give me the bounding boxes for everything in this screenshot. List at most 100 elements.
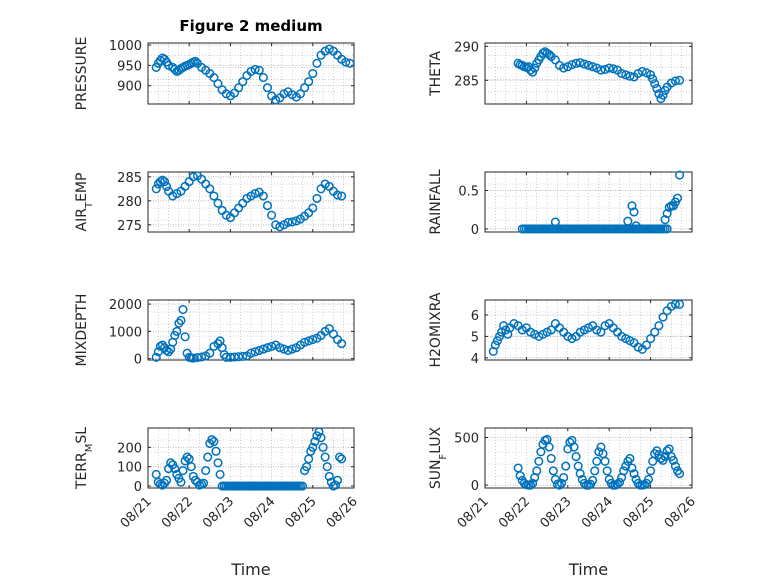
y-tick-label: 100 — [117, 461, 142, 476]
x-axis-label: Time — [230, 560, 270, 579]
data-point — [662, 208, 672, 219]
y-tick-label: 0 — [471, 479, 479, 494]
data-point — [550, 217, 560, 227]
data-point — [197, 352, 207, 362]
x-tick-label: 08/22 — [159, 494, 196, 531]
data-point — [538, 48, 548, 58]
data-point — [619, 466, 629, 476]
data-point — [178, 304, 188, 315]
data-point — [588, 62, 598, 72]
data-point — [258, 344, 268, 354]
x-tick-label: 08/22 — [496, 494, 533, 531]
subplot-5: 0 1000 2000 MIXDEPTH — [74, 294, 355, 368]
data-point — [335, 452, 345, 462]
x-tick-label: 08/26 — [324, 494, 361, 531]
y-tick-label: 200 — [117, 441, 142, 456]
data-point — [546, 453, 556, 464]
data-point — [250, 347, 260, 357]
data-point — [675, 299, 685, 309]
data-point — [670, 461, 680, 471]
data-point — [579, 59, 589, 69]
data-point — [209, 436, 219, 447]
data-point — [297, 481, 308, 491]
x-tick-label: 08/23 — [538, 494, 575, 531]
data-point — [258, 191, 268, 201]
data-point — [182, 452, 192, 462]
data-point — [675, 75, 685, 85]
data-point — [176, 315, 186, 326]
data-point — [625, 71, 635, 81]
subplot-4: 0 0.5 RAINFALL — [428, 169, 693, 238]
data-point — [602, 466, 612, 476]
data-point — [330, 480, 341, 490]
data-point — [528, 478, 538, 488]
data-point — [557, 478, 567, 488]
data-point — [188, 172, 198, 182]
data-point — [254, 345, 264, 356]
data-point — [308, 442, 318, 452]
data-point — [617, 68, 627, 79]
data-point — [201, 466, 211, 476]
y-axis-label: H2OMIXRA — [428, 292, 444, 367]
data-point — [203, 452, 213, 462]
data-point — [238, 77, 248, 87]
y-axis-label: TERRMSL — [74, 427, 95, 490]
data-point — [155, 341, 165, 351]
data-point — [656, 453, 666, 464]
data-point — [258, 73, 268, 83]
data-point — [660, 452, 670, 462]
data-point — [670, 299, 680, 309]
data-point — [153, 347, 163, 357]
data-point — [337, 339, 347, 349]
data-point — [662, 446, 672, 456]
subplot-6: 4 5 6 H2OMIXRA — [428, 292, 693, 368]
data-point — [316, 433, 326, 443]
data-point — [209, 73, 219, 83]
data-point — [176, 477, 186, 487]
data-point — [283, 345, 293, 356]
data-point — [646, 466, 656, 476]
data-point — [608, 64, 618, 74]
axes-box — [147, 171, 355, 233]
data-point — [213, 198, 223, 208]
data-point — [238, 351, 248, 362]
data-point — [590, 466, 600, 476]
axes-box — [484, 42, 693, 105]
data-point — [234, 83, 244, 93]
y-axis-label: PRESSURE — [74, 37, 90, 111]
data-point — [157, 175, 167, 185]
data-point — [304, 77, 314, 87]
data-point — [658, 312, 668, 322]
data-point — [215, 469, 225, 480]
data-point — [205, 348, 215, 358]
data-point — [332, 475, 343, 485]
data-point — [161, 345, 172, 356]
data-point — [211, 446, 221, 456]
data-point — [629, 207, 639, 217]
y-axis-label: SUNFLUX — [428, 426, 449, 489]
data-point — [267, 210, 277, 220]
data-point — [571, 452, 581, 462]
data-point — [583, 60, 594, 70]
data-point — [637, 66, 647, 77]
data-point — [190, 56, 200, 66]
data-point — [654, 321, 664, 331]
data-point — [308, 68, 318, 79]
x-tick-label: 08/24 — [579, 494, 616, 531]
data-point — [324, 471, 334, 481]
data-point — [670, 76, 680, 86]
data-point — [295, 89, 305, 99]
data-point — [337, 454, 347, 464]
data-point — [186, 462, 196, 472]
data-point — [623, 216, 633, 226]
data-point — [213, 79, 223, 89]
y-tick-label: 275 — [117, 219, 142, 234]
data-point — [548, 466, 558, 476]
data-point — [300, 83, 310, 93]
subplot-1: 900 950 1000 PRESSURE — [74, 37, 355, 111]
data-point — [312, 193, 322, 203]
x-tick-label: 08/21 — [455, 494, 492, 531]
data-point — [554, 480, 565, 490]
x-tick-label: 08/26 — [662, 494, 699, 531]
data-point — [207, 435, 217, 445]
